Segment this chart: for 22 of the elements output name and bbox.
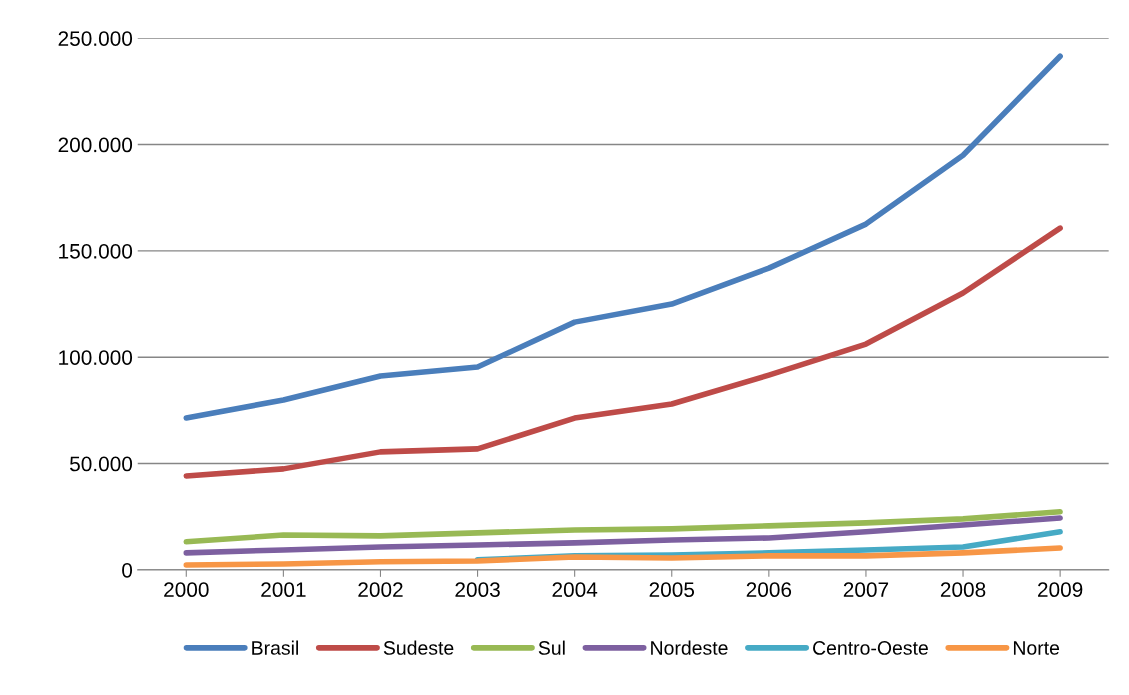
legend-label: Sul	[538, 640, 565, 655]
legend-label: Norte	[1013, 641, 1060, 655]
x-tick-label: 2001	[261, 582, 306, 598]
legend-label: Sudeste	[383, 640, 454, 655]
legend-label: Brasil	[252, 640, 298, 655]
x-tick-label: 2002	[358, 582, 403, 598]
x-tick-label: 2005	[649, 582, 695, 598]
x-tick-label: 2004	[552, 582, 598, 598]
y-tick-label: 50.000	[70, 456, 133, 472]
y-tick-label: 200.000	[58, 137, 133, 153]
x-tick-label: 2008	[940, 582, 986, 598]
legend-label: Nordeste	[651, 640, 728, 655]
x-tick-label: 2003	[455, 582, 500, 598]
y-tick-label: 0	[122, 562, 133, 578]
y-tick-label: 100.000	[59, 350, 133, 365]
x-tick-label: 2009	[1038, 582, 1083, 598]
x-tick-label: 2000	[164, 582, 209, 598]
x-tick-label: 2006	[746, 582, 792, 598]
y-tick-label: 150.000	[59, 243, 133, 259]
y-tick-label: 250.000	[58, 31, 133, 46]
legend-label: Centro-Oeste	[813, 641, 928, 655]
x-tick-label: 2007	[843, 582, 889, 598]
